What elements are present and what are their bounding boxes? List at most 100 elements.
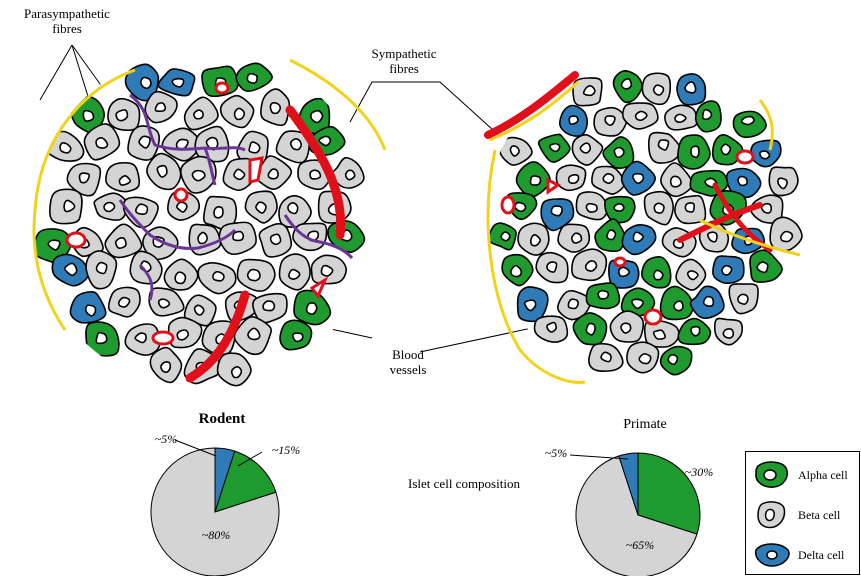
primate-delta-cell — [516, 286, 549, 323]
delta-cell-icon — [754, 543, 790, 567]
rodent-beta-cell — [49, 188, 83, 225]
primate-alpha-cell — [612, 69, 643, 104]
rodent-alpha-cell — [235, 62, 273, 92]
primate-beta-cell — [750, 194, 784, 224]
primate-delta-cell — [676, 73, 707, 106]
primate-delta-slice — [618, 452, 639, 516]
rodent-beta-cell — [236, 258, 276, 292]
rodent-beta-cell — [129, 250, 163, 285]
islet-cell-composition-label: Islet cell composition — [408, 476, 520, 491]
primate-beta-cell — [571, 248, 608, 282]
primate-delta-cell — [725, 167, 762, 199]
rodent-beta-cell — [297, 159, 333, 191]
legend-label-delta: Delta cell — [798, 548, 845, 562]
primate-beta-cell — [643, 319, 680, 348]
primate-beta-cell — [533, 315, 569, 343]
rodent-beta-cell — [194, 125, 230, 163]
rodent-beta-cell — [219, 94, 255, 129]
rodent-vessels — [65, 81, 346, 383]
rodent-beta-cell — [278, 253, 311, 291]
rodent-beta-cell — [183, 294, 217, 327]
primate-beta-cell — [609, 310, 645, 343]
rodent-beta-cell — [149, 346, 183, 384]
legend-item-delta: Delta cell — [752, 538, 860, 572]
primate-islet — [484, 60, 805, 385]
primate-alpha-cell — [515, 161, 551, 198]
rodent-sympathetic-fibres — [32, 58, 387, 331]
rodent-beta-cell — [104, 223, 143, 259]
primate-beta-cell — [768, 166, 799, 197]
rodent-islet — [32, 50, 387, 390]
primate-beta-cell — [575, 191, 609, 221]
rodent-beta-cell — [161, 127, 202, 162]
rodent-beta-cell — [167, 316, 203, 349]
primate-alpha-cell — [677, 317, 712, 346]
primate-beta-pct: ~65% — [625, 538, 655, 552]
primate-delta-pct: ~5% — [544, 446, 568, 460]
rodent-beta-cell — [93, 192, 129, 221]
primate-alpha-cell — [659, 285, 694, 321]
rodent-beta-cell — [252, 292, 288, 324]
primate-delta-cell — [621, 224, 657, 256]
primate-alpha-cell — [749, 249, 783, 283]
primate-beta-cell — [647, 131, 682, 164]
rodent-beta-cell — [105, 161, 140, 193]
primate-alpha-cell — [572, 312, 608, 346]
primate-chart-title: Primate — [623, 417, 667, 432]
rodent-beta-cell — [107, 286, 141, 318]
rodent-delta-cell — [124, 63, 160, 102]
primate-delta-cell — [712, 255, 745, 285]
primate-alpha-cell — [677, 134, 711, 170]
primate-beta-cell — [588, 342, 624, 372]
primate-alpha-slice — [637, 452, 701, 535]
rodent-beta-cell — [244, 190, 278, 224]
rodent-beta-cell — [310, 254, 347, 285]
rodent-beta-cell — [66, 162, 102, 197]
rodent-parasympathetic-fibres — [118, 93, 354, 301]
primate-beta-cell — [713, 317, 744, 346]
primate-beta-cell — [571, 134, 604, 166]
primate-alpha-cell — [641, 256, 672, 289]
primate-beta-cell — [593, 106, 628, 137]
legend-label-alpha: Alpha cell — [798, 468, 848, 482]
rodent-delta-cell — [157, 68, 196, 97]
rodent-beta-cell — [260, 88, 291, 127]
primate-beta-cell — [622, 102, 659, 130]
legend-item-beta: Beta cell — [752, 498, 860, 532]
rodent-beta-cell — [258, 222, 293, 258]
primate-beta-cell — [626, 341, 660, 374]
rodent-beta-cell — [218, 221, 257, 256]
primate-delta-cell — [620, 160, 656, 196]
primate-beta-cell — [728, 283, 759, 315]
primate-alpha-cell — [537, 133, 571, 163]
rodent-beta-cell — [85, 250, 118, 290]
rodent-beta-cell — [107, 97, 141, 132]
rodent-beta-cell — [83, 123, 121, 161]
primate-alpha-cell — [487, 222, 517, 251]
cell-type-legend: Alpha cell Beta cell Delta cell — [745, 451, 860, 575]
primate-delta-cell — [749, 139, 782, 168]
rodent-beta-cell — [203, 195, 238, 232]
primate-beta-slice — [575, 455, 698, 576]
rodent-beta-cell — [183, 96, 219, 131]
rodent-alpha-pct: ~15% — [271, 443, 301, 457]
rodent-alpha-cell — [293, 289, 332, 326]
primate-beta-cell — [675, 258, 707, 291]
rodent-beta-cell — [236, 130, 269, 166]
rodent-beta-cell — [179, 155, 217, 194]
rodent-beta-cell — [253, 155, 293, 191]
primate-beta-cell — [769, 216, 803, 252]
primate-sympathetic-fibres — [486, 80, 801, 385]
beta-cell-icon — [757, 501, 786, 529]
primate-alpha-cell — [501, 253, 534, 287]
primate-beta-cell — [499, 136, 533, 166]
primate-beta-cell — [643, 190, 674, 226]
rodent-beta-cell — [216, 352, 252, 387]
rodent-beta-cell — [163, 258, 199, 291]
parasympathetic-fibres-label: Parasympathetic fibres — [24, 6, 110, 36]
primate-vessels — [484, 71, 773, 326]
blood-vessels-label: Blood vessels — [389, 347, 427, 377]
rodent-beta-cell — [197, 261, 237, 295]
rodent-alpha-cell — [85, 321, 120, 357]
